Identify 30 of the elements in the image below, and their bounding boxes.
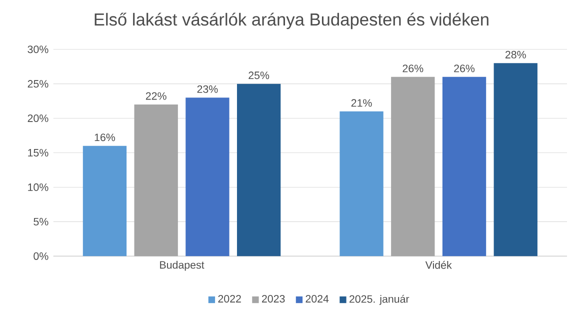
x-tick-label: Vidék bbox=[425, 260, 452, 269]
data-label: 22% bbox=[146, 92, 166, 100]
x-tick-label: Budapest bbox=[160, 260, 204, 271]
bar bbox=[391, 76, 435, 256]
bar bbox=[134, 104, 178, 256]
legend-label: 2022 bbox=[218, 294, 241, 303]
y-tick-label: 0% bbox=[34, 252, 48, 260]
y-tick-label: 10% bbox=[28, 183, 48, 191]
legend-label: 2025. január bbox=[350, 294, 410, 305]
legend-label: 2024 bbox=[306, 294, 329, 303]
data-label: 25% bbox=[248, 71, 270, 80]
bar bbox=[340, 111, 384, 256]
bar bbox=[236, 84, 281, 256]
data-label: 21% bbox=[351, 99, 372, 107]
y-tick-label: 30% bbox=[28, 46, 48, 54]
chart-title: Első lakást vásárlók aránya Budapesten és vidéken bbox=[94, 12, 488, 29]
data-label: 23% bbox=[197, 85, 218, 93]
y-tick-label: 20% bbox=[28, 114, 48, 122]
y-tick-label: 25% bbox=[28, 80, 48, 88]
bar bbox=[494, 63, 538, 256]
bar bbox=[186, 98, 230, 256]
y-tick-label: 5% bbox=[34, 218, 48, 226]
legend-label: 2023 bbox=[262, 294, 285, 303]
data-label: 28% bbox=[505, 50, 526, 58]
data-label: 16% bbox=[94, 134, 116, 142]
y-tick-label: 15% bbox=[28, 148, 48, 156]
bar bbox=[82, 146, 127, 256]
data-label: 26% bbox=[402, 64, 424, 72]
bar bbox=[442, 76, 486, 256]
data-label: 26% bbox=[454, 64, 475, 72]
